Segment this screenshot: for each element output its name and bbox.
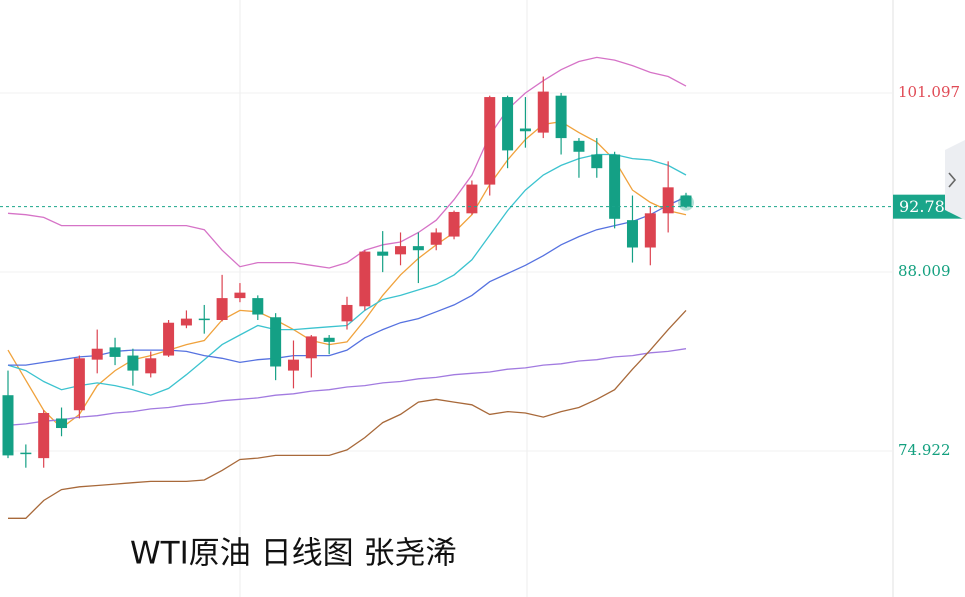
indicator-line <box>7 348 687 426</box>
candle-body <box>466 184 478 214</box>
y-tick-label: 101.097 <box>898 83 960 101</box>
candle-body <box>145 358 157 374</box>
candle-body <box>38 412 50 459</box>
candle-body <box>448 211 460 237</box>
chart-title: WTI原油 日线图 张尧浠 <box>130 536 456 572</box>
candle-body <box>502 97 514 151</box>
last-price-glow <box>678 194 694 211</box>
candle-body <box>412 246 424 251</box>
candle-body <box>163 322 175 356</box>
candle-body <box>198 318 210 321</box>
candle-body <box>359 251 371 307</box>
candle-body <box>341 304 353 322</box>
grid <box>0 92 893 452</box>
candles <box>2 76 692 468</box>
candle-body <box>109 347 121 357</box>
y-tick-label: 74.922 <box>898 441 951 459</box>
candle-body <box>234 292 246 299</box>
candle-body <box>662 187 674 214</box>
candle-body <box>91 348 103 360</box>
candle-body <box>573 140 585 152</box>
candle-body <box>555 95 567 139</box>
candle-body <box>180 318 192 326</box>
candle-body <box>609 154 621 219</box>
indicator-lines <box>7 56 687 519</box>
candle-body <box>73 358 85 411</box>
candle-body <box>270 317 282 367</box>
indicator-line <box>8 309 687 519</box>
candle-body <box>56 418 68 429</box>
indicator-line <box>7 56 687 269</box>
candle-body <box>252 298 264 315</box>
candle-body <box>377 251 389 256</box>
candle-body <box>537 91 549 133</box>
price-axis: 101.097 88.009 74.922 92.786 <box>0 83 965 459</box>
y-tick-label: 88.009 <box>898 262 951 280</box>
candle-body <box>484 97 496 185</box>
candle-body <box>20 452 32 455</box>
last-price-label: 92.786 <box>899 197 955 216</box>
candle-body <box>2 395 14 456</box>
candle-body <box>323 337 335 342</box>
candle-body <box>591 154 603 169</box>
candle-body <box>127 355 139 371</box>
candle-body <box>626 220 638 248</box>
candle-body <box>644 213 656 248</box>
candle-body <box>395 246 407 255</box>
candle-body <box>216 298 228 320</box>
expand-arrow[interactable] <box>948 172 957 188</box>
candle-body <box>680 195 692 207</box>
indicator-line <box>7 121 687 429</box>
candle-body <box>287 359 299 371</box>
candle-body <box>519 128 531 132</box>
candle-body <box>430 232 442 245</box>
candle-body <box>305 336 317 359</box>
indicator-line <box>7 153 687 396</box>
indicator-line <box>8 196 687 366</box>
